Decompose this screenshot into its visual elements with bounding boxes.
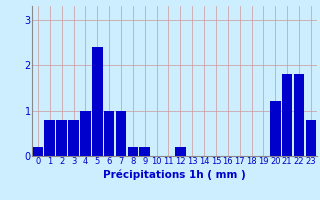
X-axis label: Précipitations 1h ( mm ): Précipitations 1h ( mm ) [103,169,246,180]
Bar [116,111,126,156]
Bar [140,147,150,156]
Bar [92,47,103,156]
Bar [282,74,292,156]
Bar [44,120,55,156]
Bar [306,120,316,156]
Bar [80,111,91,156]
Bar [270,101,281,156]
Bar [104,111,115,156]
Bar [56,120,67,156]
Bar [33,147,43,156]
Bar [294,74,304,156]
Bar [68,120,79,156]
Bar [175,147,186,156]
Bar [128,147,138,156]
